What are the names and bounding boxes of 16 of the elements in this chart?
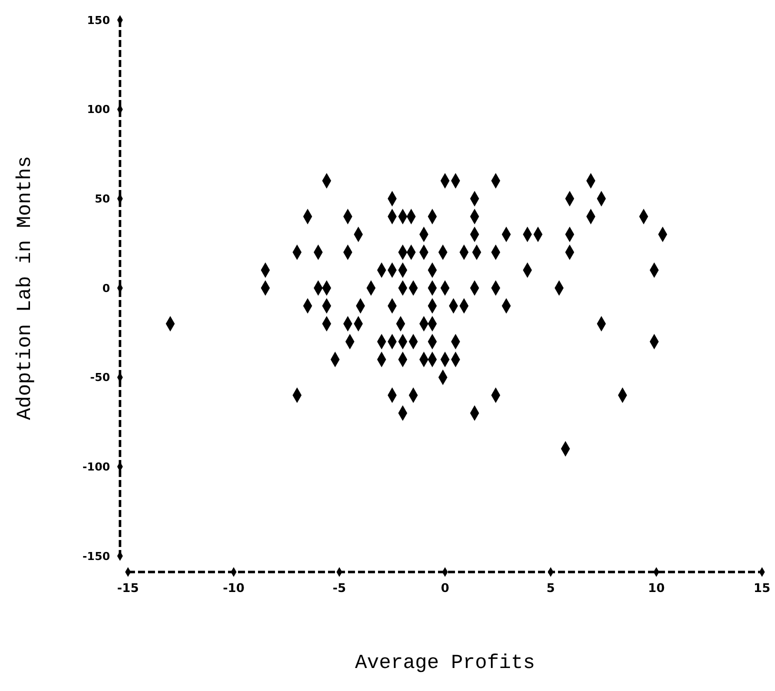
x-axis-title: Average Profits [354, 652, 536, 675]
x-tick-label: -5 [332, 581, 346, 595]
y-tick-label: -50 [90, 371, 110, 384]
x-tick-label: 0 [440, 581, 450, 595]
y-tick-label: -100 [82, 460, 110, 474]
y-axis-title: Adoption Lab in Months [14, 156, 37, 420]
y-tick-label: 50 [94, 192, 110, 206]
y-tick-label: -150 [82, 550, 110, 563]
y-tick-label: 100 [87, 103, 110, 116]
x-tick-label: 5 [546, 581, 555, 595]
x-tick-label: 10 [648, 581, 665, 595]
y-tick-label: 0 [102, 282, 110, 295]
x-tick-label: 15 [754, 581, 770, 595]
x-tick-label: -15 [117, 581, 139, 595]
y-tick-label: 150 [87, 14, 110, 27]
x-tick-label: -10 [222, 581, 245, 595]
